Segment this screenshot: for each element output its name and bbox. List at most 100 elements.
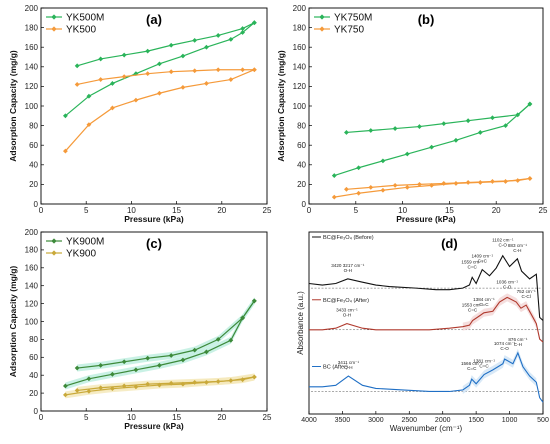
x-tick-label: 2500: [401, 417, 417, 424]
data-point: [63, 392, 68, 398]
peak-group: C=C: [478, 259, 488, 264]
peak-group: C=C: [479, 364, 489, 369]
y-tick-label: 180: [293, 23, 307, 32]
data-point: [240, 315, 245, 321]
peak-label: 1553 cm⁻¹: [462, 303, 484, 308]
peak-group: C-Cl: [522, 294, 531, 299]
data-point: [215, 67, 221, 73]
legend-label: YK900: [66, 249, 96, 260]
data-point: [63, 383, 68, 389]
data-point: [180, 53, 186, 59]
data-point: [133, 97, 139, 103]
data-point: [192, 347, 198, 353]
data-point: [192, 68, 198, 74]
peak-group: C=C: [467, 366, 477, 371]
legend-marker: [51, 250, 57, 256]
x-tick-label: 25: [539, 206, 548, 215]
data-point: [74, 365, 80, 371]
data-point: [215, 379, 221, 384]
data-point: [251, 20, 257, 26]
data-point: [527, 101, 533, 107]
peak-label: 1559 cm⁻¹: [461, 259, 483, 264]
x-axis-title: Pressure (kPa): [124, 214, 184, 224]
x-axis-title: Pressure (kPa): [396, 214, 456, 224]
data-point: [63, 113, 68, 119]
data-point: [368, 128, 374, 133]
x-axis-title: Pressure (kPa): [124, 421, 184, 431]
peak-group: C-O: [500, 346, 509, 351]
x-tick-label: 4000: [301, 417, 317, 424]
data-point: [490, 179, 495, 184]
adsorption-line: [65, 300, 255, 387]
y-tick-label: 120: [25, 82, 39, 91]
data-point: [368, 184, 374, 190]
data-point: [63, 148, 68, 154]
legend-label: YK750: [334, 25, 364, 36]
legend-marker: [319, 14, 325, 20]
peak-group: C-H: [514, 342, 522, 347]
data-point: [98, 56, 104, 62]
peak-group: O-H: [344, 365, 352, 370]
peak-label: 883 cm⁻¹: [508, 243, 527, 248]
spectrum-line: [308, 254, 544, 321]
data-point: [86, 122, 92, 128]
panel-letter: (d): [441, 236, 458, 251]
adsorption-line: [334, 103, 531, 177]
x-tick-label: 20: [492, 206, 501, 215]
data-point: [98, 385, 104, 391]
data-point: [86, 388, 92, 394]
panel-a: 0 20 40 60 80 100 120 140 160 180 200 0 5 10 15 20 25 Pre…: [8, 4, 272, 224]
x-tick-label: 25: [263, 413, 272, 422]
y-tick-label: 100: [25, 102, 39, 111]
data-point: [121, 383, 127, 389]
x-tick-label: 15: [172, 206, 181, 215]
panel-d: 4000 3500 3000 2500 2000 1500 1000 500 Wavenumbe…: [296, 231, 549, 433]
data-point: [441, 121, 447, 127]
data-point: [98, 77, 104, 82]
data-point: [157, 61, 162, 67]
x-tick-label: 10: [398, 206, 407, 215]
data-point: [356, 165, 362, 171]
y-tick-label: 160: [293, 43, 307, 52]
data-point: [168, 380, 174, 386]
x-tick-label: 0: [39, 413, 44, 422]
legend-marker: [51, 26, 57, 32]
y-tick-label: 80: [29, 121, 38, 130]
x-tick-label: 3000: [368, 417, 384, 424]
data-point: [192, 379, 198, 385]
x-tick-label: 1000: [502, 417, 518, 424]
peak-label: 1102 cm⁻¹: [492, 238, 514, 243]
legend-marker: [319, 26, 325, 32]
legend-label: YK500: [66, 25, 96, 36]
series-yk750: YK750: [314, 25, 533, 200]
data-point: [180, 357, 186, 363]
y-tick-label: 20: [29, 180, 38, 189]
panel-letter: (a): [146, 12, 162, 27]
y-tick-label: 60: [297, 141, 306, 150]
y-axis-title: Adsorption Capacity (mg/g): [8, 266, 18, 378]
data-point: [86, 376, 92, 382]
data-point: [228, 337, 234, 343]
x-tick-label: 15: [172, 413, 181, 422]
series-yk500m: YK500M: [46, 13, 257, 119]
data-point: [145, 71, 151, 77]
data-point: [133, 367, 139, 373]
data-point: [344, 186, 349, 192]
data-point: [392, 182, 398, 188]
desorption-line: [346, 177, 530, 190]
ftir-trace-1: BC@Fe₃O₄ (After) 3433 cm⁻¹O-H 1553 cm⁻¹C=C…: [309, 279, 544, 343]
confidence-band: [462, 293, 537, 331]
data-point: [86, 93, 92, 99]
y-tick-label: 200: [293, 4, 307, 13]
data-point: [251, 374, 257, 380]
legend-label: YK900M: [66, 237, 104, 248]
data-point: [404, 151, 410, 157]
legend-label: YK500M: [66, 13, 104, 24]
spectrum-line: [309, 296, 544, 343]
data-point: [157, 362, 162, 368]
y-tick-label: 160: [25, 264, 39, 273]
x-tick-label: 5: [84, 206, 89, 215]
x-tick-label: 20: [217, 413, 226, 422]
data-point: [74, 388, 80, 393]
